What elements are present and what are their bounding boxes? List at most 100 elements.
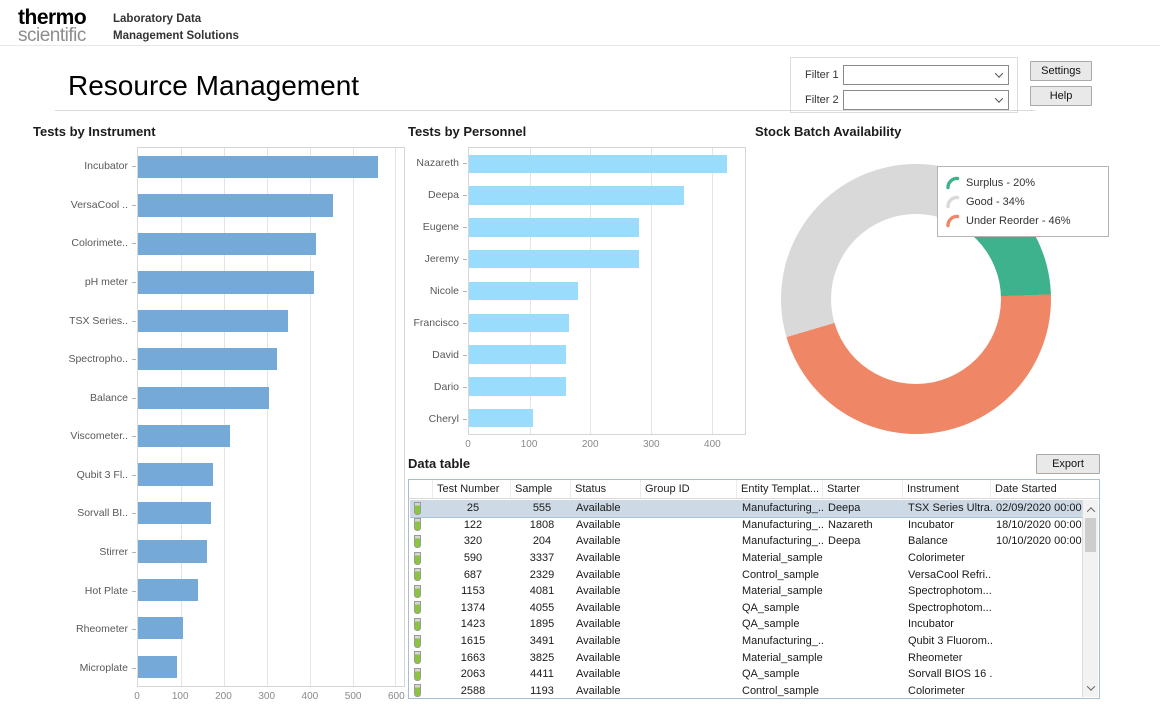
table-cell: 2063 <box>460 668 486 681</box>
table-cell: Material_sample <box>742 585 823 598</box>
column-header[interactable]: Test Number <box>433 480 511 498</box>
settings-button[interactable]: Settings <box>1030 61 1092 81</box>
filter1-label: Filter 1 <box>805 68 839 81</box>
table-row[interactable]: 1423 1895 Available QA_sample Incubator <box>410 616 1082 633</box>
plot-area <box>137 147 405 687</box>
table-row[interactable]: 687 2329 Available Control_sample VersaCool … <box>410 566 1082 583</box>
scrollbar-thumb[interactable] <box>1085 518 1096 552</box>
scroll-down-icon[interactable] <box>1083 680 1098 695</box>
x-tick-label: 400 <box>301 691 319 702</box>
table-row[interactable]: 1153 4081 Available Material_sample Spectrop… <box>410 583 1082 600</box>
bar <box>469 408 533 428</box>
sample-cell <box>410 601 434 615</box>
table-cell: Available <box>576 585 621 598</box>
export-button[interactable]: Export <box>1036 454 1100 474</box>
bar-row <box>138 148 404 186</box>
table-cell: Spectrophotom... <box>908 601 992 614</box>
scroll-up-icon[interactable] <box>1083 502 1098 517</box>
x-tick-label: 300 <box>642 439 660 450</box>
table-row[interactable]: 2063 4411 Available QA_sample Sorvall BIOS 1… <box>410 666 1082 683</box>
y-axis-label: Colorimete.. <box>33 224 137 263</box>
table-cell: 1663 <box>460 651 486 664</box>
sample-cell <box>410 568 434 582</box>
table-row[interactable]: 122 1808 Available Manufacturing_... Nazaret… <box>410 517 1082 534</box>
table-cell: 1808 <box>529 518 555 531</box>
sample-cell <box>410 551 434 565</box>
table-row[interactable]: 1374 4055 Available QA_sample Spectrophotom.… <box>410 600 1082 617</box>
tests-by-personnel-chart: Tests by Personnel Nazareth Deepa Eugene Je… <box>408 124 746 453</box>
column-header-icon <box>409 480 433 498</box>
table-row[interactable]: 2588 1193 Available Control_sample Colorimet… <box>410 683 1082 697</box>
table-row[interactable]: 320 204 Available Manufacturing_... Deepa Bal… <box>410 533 1082 550</box>
logo-thermo: thermo <box>18 6 87 29</box>
bar-row <box>138 532 404 570</box>
table-cell: 122 <box>463 518 483 531</box>
bar <box>138 617 184 640</box>
bar-row <box>138 225 404 263</box>
y-axis-labels: Nazareth Deepa Eugene Jeremy Nicole Francisco… <box>408 147 468 435</box>
y-axis-label: Eugene <box>408 211 468 243</box>
vertical-scrollbar[interactable] <box>1082 500 1098 697</box>
help-button[interactable]: Help <box>1030 86 1092 106</box>
bar-row <box>138 647 404 685</box>
bar <box>469 377 567 396</box>
bar <box>138 271 314 294</box>
table-row[interactable]: 1615 3491 Available Manufacturing_... Qubit … <box>410 633 1082 650</box>
bar-row <box>138 340 404 378</box>
table-row[interactable]: 590 3337 Available Material_sample Colorimet… <box>410 550 1082 567</box>
column-header[interactable]: Starter <box>823 480 903 498</box>
column-header[interactable]: Group ID <box>641 480 737 498</box>
product-line1: Laboratory Data <box>113 13 202 25</box>
y-axis-label: Cheryl <box>408 403 468 435</box>
column-header[interactable]: Status <box>571 480 641 498</box>
bar <box>469 250 639 269</box>
legend-label: Under Reorder - 46% <box>966 214 1071 227</box>
y-axis-label: Stirrer <box>33 533 137 572</box>
table-cell: 1895 <box>529 618 555 631</box>
table-cell: 204 <box>532 535 552 548</box>
y-axis-label: Jeremy <box>408 243 468 275</box>
bar <box>138 156 379 179</box>
table-cell: TSX Series Ultra... <box>908 502 992 515</box>
column-header[interactable]: Instrument <box>903 480 991 498</box>
table-cell: 2588 <box>460 684 486 697</box>
bar-row <box>469 212 745 244</box>
x-tick-label: 200 <box>215 691 232 702</box>
y-axis-label: VersaCool .. <box>33 186 137 225</box>
bar <box>138 348 278 371</box>
bar-row <box>138 609 404 647</box>
table-cell: 3491 <box>529 635 555 648</box>
y-axis-label: Rheometer <box>33 610 137 649</box>
filter-panel: Filter 1 Filter 2 <box>790 57 1018 113</box>
table-cell: 1423 <box>460 618 486 631</box>
table-row[interactable]: 1663 3825 Available Material_sample Rheomete… <box>410 649 1082 666</box>
column-header[interactable]: Entity Templat... <box>737 480 823 498</box>
sample-cell <box>410 584 434 598</box>
bar <box>138 309 289 333</box>
logo-scientific: scientific <box>18 25 86 46</box>
table-cell: 4055 <box>529 601 555 614</box>
table-cell: 3337 <box>529 552 555 565</box>
table-cell: 1193 <box>530 684 554 697</box>
table-cell: QA_sample <box>742 618 800 631</box>
bar <box>469 154 727 174</box>
table-title: Data table <box>408 456 471 471</box>
filter1-select[interactable] <box>843 64 1009 85</box>
table-cell: Qubit 3 Fluorom... <box>908 635 992 648</box>
y-axis-label: Microplate <box>33 649 137 688</box>
filter2-select[interactable] <box>843 89 1009 110</box>
table-cell: Available <box>576 502 621 515</box>
y-axis-label: Nicole <box>408 275 468 307</box>
bar-row <box>469 243 745 275</box>
table-cell: Available <box>576 684 621 697</box>
table-cell: Nazareth <box>828 518 873 531</box>
bar <box>469 313 570 332</box>
legend-arc-icon <box>946 176 960 189</box>
bar-row <box>138 417 404 455</box>
table-cell: Available <box>576 668 621 681</box>
table-cell: Material_sample <box>742 651 823 664</box>
table-row[interactable]: 25 555 Available Manufacturing_... Deepa TSX … <box>410 500 1082 517</box>
table-cell: Manufacturing_... <box>742 502 824 515</box>
column-header[interactable]: Sample <box>511 480 571 498</box>
column-header[interactable]: Date Started <box>995 483 1057 495</box>
